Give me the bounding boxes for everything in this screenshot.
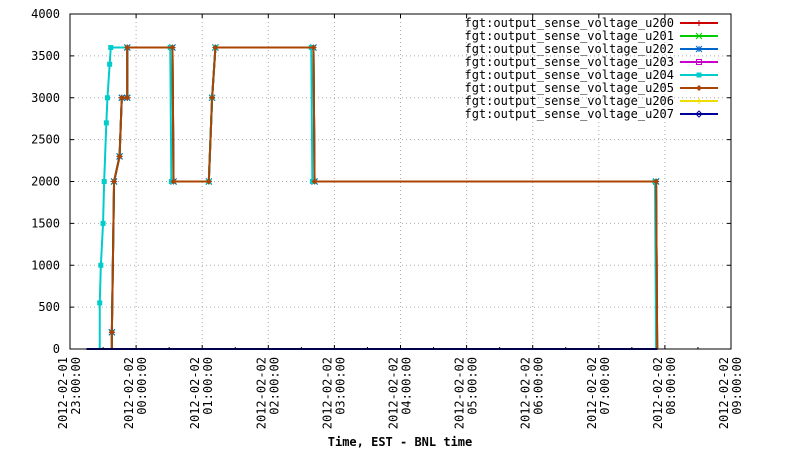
x-tick-time: 23:00:00: [69, 357, 83, 415]
legend-label: fgt:output_sense_voltage_u202: [464, 42, 674, 56]
data-point: [696, 85, 702, 91]
data-point: [101, 179, 107, 184]
legend-label: fgt:output_sense_voltage_u205: [464, 81, 674, 95]
y-tick-label: 1500: [31, 216, 60, 230]
y-tick-label: 0: [53, 342, 60, 356]
data-point: [696, 98, 702, 104]
x-tick-label: 2012-02-02 09:00:00: [717, 357, 744, 429]
legend-entry: fgt:output_sense_voltage_u202: [464, 42, 718, 56]
x-tick-date: 2012-02-02: [651, 357, 665, 429]
x-tick-label: 2012-02-02 07:00:00: [585, 357, 612, 429]
data-point: [97, 300, 103, 306]
legend-entry: fgt:output_sense_voltage_u200: [464, 16, 718, 30]
x-tick-time: 01:00:00: [201, 357, 215, 415]
data-point: [170, 178, 177, 185]
x-tick-label: 2012-02-02 02:00:00: [254, 357, 281, 429]
x-tick-time: 04:00:00: [400, 357, 414, 415]
data-point: [212, 44, 219, 51]
data-point: [98, 262, 104, 268]
y-tick-label: 2500: [31, 133, 60, 147]
legend-label: fgt:output_sense_voltage_u207: [464, 107, 674, 121]
y-tick-label: 3000: [31, 91, 60, 105]
data-point: [696, 20, 702, 26]
legend-entry: fgt:output_sense_voltage_u206: [464, 94, 718, 108]
data-point: [310, 44, 317, 51]
y-tick-label: 1000: [31, 258, 60, 272]
x-tick-date: 2012-02-01: [56, 357, 70, 429]
data-point: [695, 45, 703, 53]
legend-entry: fgt:output_sense_voltage_u204: [464, 68, 718, 82]
x-tick-label: 2012-02-02 08:00:00: [651, 357, 678, 429]
x-tick-label: 2012-02-02 01:00:00: [188, 357, 215, 429]
legend-entry: fgt:output_sense_voltage_u207: [464, 107, 718, 121]
x-tick-date: 2012-02-02: [717, 357, 731, 429]
data-point: [124, 44, 131, 51]
x-tick-time: 05:00:00: [466, 357, 480, 415]
legend-label: fgt:output_sense_voltage_u204: [464, 68, 674, 82]
x-tick-time: 08:00:00: [664, 357, 678, 415]
x-tick-time: 06:00:00: [532, 357, 546, 415]
x-tick-date: 2012-02-02: [519, 357, 533, 429]
data-point: [116, 153, 123, 160]
data-point: [311, 178, 318, 185]
x-tick-date: 2012-02-02: [585, 357, 599, 429]
x-tick-label: 2012-02-02 04:00:00: [387, 357, 414, 429]
x-tick-label: 2012-02-02 03:00:00: [320, 357, 347, 429]
data-point: [653, 178, 660, 185]
data-point: [108, 45, 114, 50]
x-tick-date: 2012-02-02: [122, 357, 136, 429]
x-tick-date: 2012-02-02: [453, 357, 467, 429]
x-tick-time: 03:00:00: [333, 357, 347, 415]
x-tick-time: 09:00:00: [730, 357, 744, 415]
y-tick-label: 2000: [31, 175, 60, 189]
legend-label: fgt:output_sense_voltage_u201: [464, 29, 674, 43]
legend-label: fgt:output_sense_voltage_u203: [464, 55, 674, 69]
series-u205: [86, 44, 660, 350]
y-tick-label: 500: [38, 300, 60, 314]
data-point: [103, 120, 109, 126]
data-point: [696, 59, 702, 65]
y-tick-label: 3500: [31, 49, 60, 63]
x-tick-label: 2012-02-02 00:00:00: [122, 357, 149, 429]
data-point: [108, 329, 115, 336]
data-point: [107, 61, 113, 67]
x-tick-date: 2012-02-02: [188, 357, 202, 429]
x-tick-label: 2012-02-01 23:00:00: [56, 357, 83, 429]
data-point: [696, 72, 702, 78]
data-point: [205, 178, 212, 185]
legend-entry: fgt:output_sense_voltage_u203: [464, 55, 718, 69]
data-point: [111, 178, 118, 185]
legend-entry: fgt:output_sense_voltage_u201: [464, 29, 718, 43]
x-tick-date: 2012-02-02: [320, 357, 334, 429]
x-axis-title: Time, EST - BNL time: [328, 435, 473, 449]
y-tick-label: 4000: [31, 7, 60, 21]
legend-entry: fgt:output_sense_voltage_u205: [464, 81, 718, 95]
x-tick-time: 00:00:00: [135, 357, 149, 415]
x-tick-label: 2012-02-02 06:00:00: [519, 357, 546, 429]
legend-label: fgt:output_sense_voltage_u206: [464, 94, 674, 108]
data-point: [100, 220, 106, 226]
x-tick-time: 02:00:00: [267, 357, 281, 415]
data-point: [104, 95, 110, 101]
data-point: [695, 32, 703, 40]
legend: fgt:output_sense_voltage_u200fgt:output_…: [464, 16, 718, 121]
tick-layer: 0 500 1000 1500 2000 2500 3000 3500 4000 2012-02-…: [31, 7, 744, 429]
x-tick-time: 07:00:00: [598, 357, 612, 415]
data-point: [695, 110, 703, 118]
data-point: [209, 94, 216, 101]
x-tick-date: 2012-02-02: [254, 357, 268, 429]
data-point: [124, 94, 131, 101]
data-point: [169, 44, 176, 51]
data-point: [118, 94, 125, 101]
x-tick-label: 2012-02-02 05:00:00: [453, 357, 480, 429]
legend-label: fgt:output_sense_voltage_u200: [464, 16, 674, 30]
x-tick-date: 2012-02-02: [387, 357, 401, 429]
